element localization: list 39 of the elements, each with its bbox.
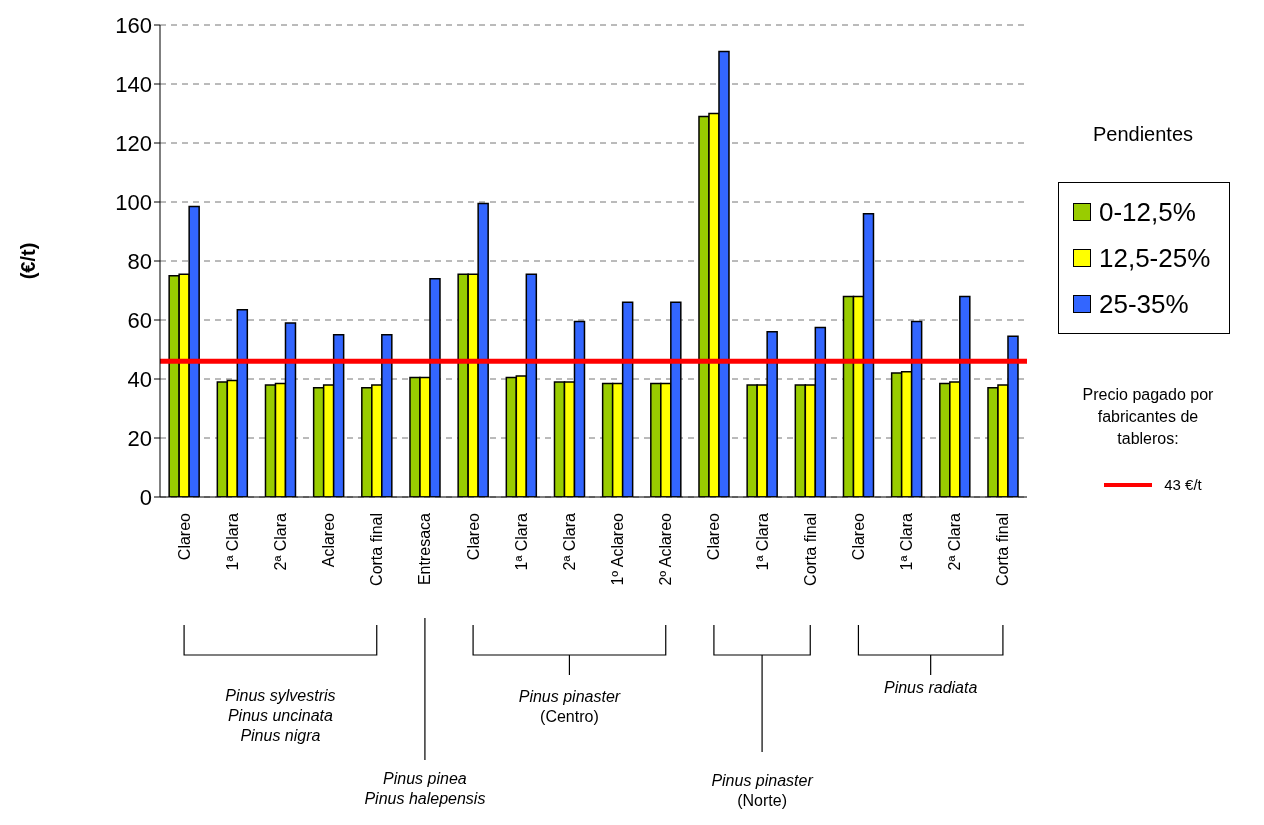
x-tick-label: Corta final	[801, 513, 819, 586]
x-tick-label: 2º Aclareo	[657, 512, 675, 586]
y-tick-label: 60	[127, 307, 152, 333]
x-tick-label: 2ª Clara	[946, 512, 964, 571]
x-tick-label: Corta final	[994, 513, 1012, 586]
x-tick-label: Entresaca	[416, 512, 434, 586]
x-tick-label: Clareo	[849, 512, 867, 561]
y-tick-label: 80	[127, 248, 152, 274]
x-tick-label: 1ª Clara	[898, 512, 916, 571]
x-tick-label: Clareo	[705, 512, 723, 561]
x-tick-label: 1º Aclareo	[609, 512, 627, 586]
y-axis-title: (€/t)	[17, 242, 40, 280]
legend-label: 25-35%	[1099, 288, 1189, 320]
y-tick-label: 20	[127, 425, 152, 451]
y-tick-label: 40	[127, 366, 152, 392]
x-tick-label: Aclareo	[320, 512, 338, 568]
text: Pinus radiata	[883, 679, 978, 696]
text: Pinus pinaster (Norte)	[711, 772, 814, 809]
y-tick-label: 160	[115, 12, 152, 38]
y-tick-label: 140	[115, 71, 152, 97]
text: Precio pagado por fabricantes de tableros:	[1081, 385, 1215, 449]
text: Pinus pinaster (Centro)	[518, 688, 621, 725]
y-tick-label: 0	[139, 484, 152, 510]
x-tick-label: 1ª Clara	[512, 512, 530, 571]
x-tick-label: Clareo	[464, 512, 482, 561]
legend-label: 43 €/t	[1164, 476, 1202, 493]
y-tick-label: 120	[115, 130, 152, 156]
x-tick-label: Clareo	[175, 512, 193, 561]
x-tick-label: 2ª Clara	[560, 512, 578, 571]
x-tick-label: Corta final	[368, 513, 386, 586]
legend-label: 12,5-25%	[1099, 242, 1211, 274]
y-tick-label: 100	[115, 189, 152, 215]
x-tick-label: 1ª Clara	[223, 512, 241, 571]
x-tick-label: 1ª Clara	[753, 512, 771, 571]
legend-label: 0-12,5%	[1099, 196, 1196, 228]
text: Pinus pinea Pinus halepensis	[364, 770, 486, 807]
legend-title: Pendientes	[1091, 123, 1195, 146]
text: Pinus sylvestris Pinus uncinata Pinus nigra	[225, 687, 336, 744]
x-tick-label: 2ª Clara	[271, 512, 289, 571]
